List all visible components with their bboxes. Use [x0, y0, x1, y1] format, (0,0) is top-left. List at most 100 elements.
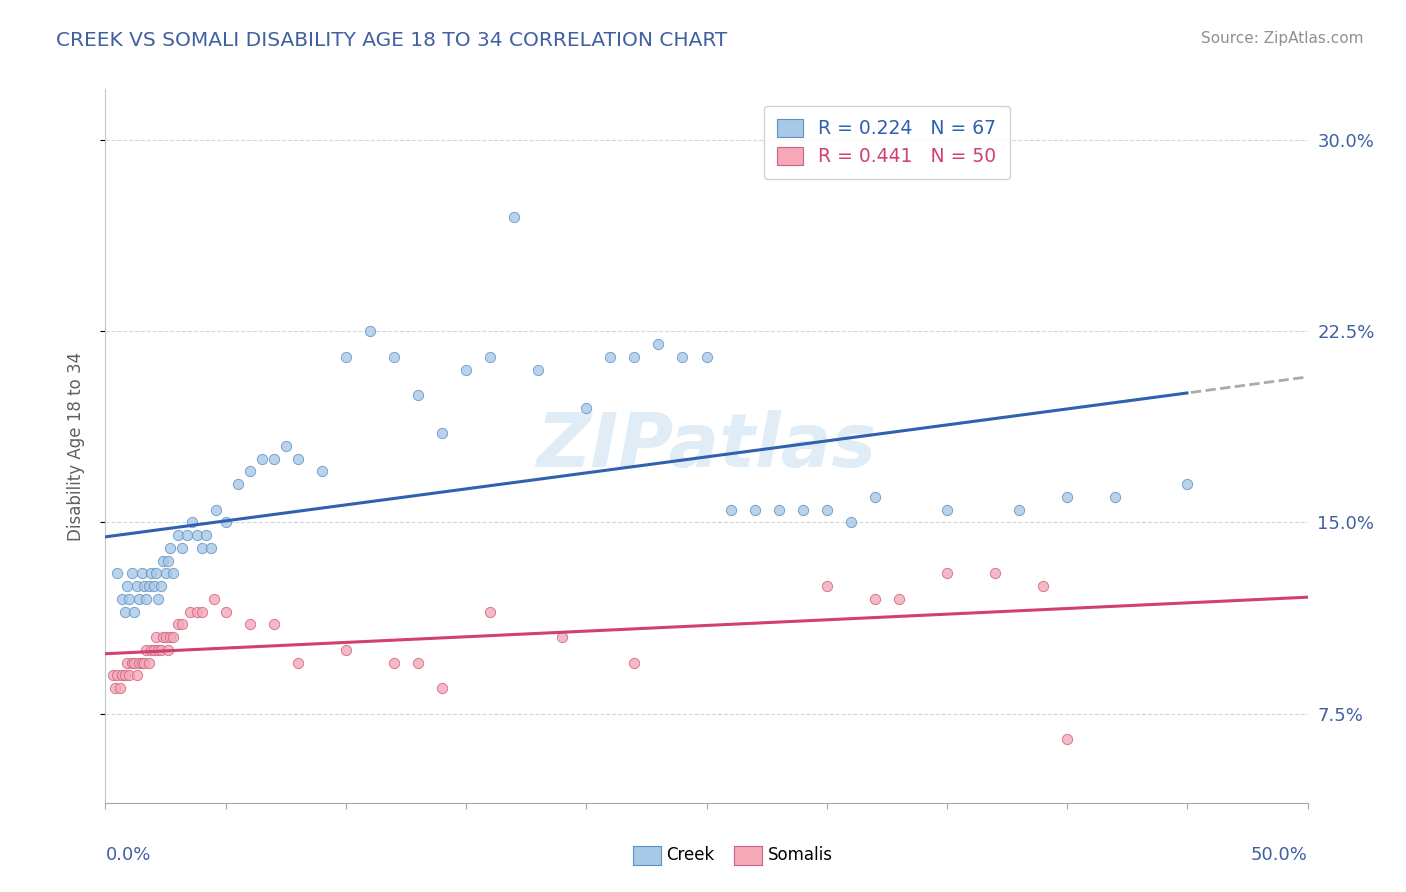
Text: Source: ZipAtlas.com: Source: ZipAtlas.com — [1201, 31, 1364, 46]
Point — [172, 617, 194, 632]
Point — [1032, 579, 1054, 593]
Point — [239, 465, 262, 479]
Text: Creek: Creek — [666, 847, 714, 864]
Point — [148, 643, 170, 657]
Point — [162, 566, 184, 581]
Point — [124, 605, 146, 619]
Point — [121, 656, 143, 670]
Point — [138, 656, 160, 670]
Point — [815, 579, 838, 593]
Point — [179, 605, 201, 619]
Point — [125, 668, 148, 682]
Point — [599, 350, 621, 364]
Point — [190, 541, 212, 555]
Point — [214, 605, 236, 619]
Point — [132, 656, 155, 670]
Point — [149, 643, 172, 657]
Point — [181, 516, 204, 530]
Point — [156, 554, 179, 568]
Point — [382, 350, 405, 364]
Point — [430, 681, 453, 695]
Point — [200, 541, 222, 555]
Point — [984, 566, 1007, 581]
Text: ZIPatlas: ZIPatlas — [537, 409, 876, 483]
Point — [454, 362, 477, 376]
Point — [195, 528, 218, 542]
Point — [647, 337, 669, 351]
Point — [263, 451, 285, 466]
Point — [382, 656, 405, 670]
Y-axis label: Disability Age 18 to 34: Disability Age 18 to 34 — [66, 351, 84, 541]
Point — [155, 566, 177, 581]
Point — [142, 643, 165, 657]
Point — [176, 528, 198, 542]
Point — [887, 591, 910, 606]
Point — [131, 566, 153, 581]
Point — [479, 350, 502, 364]
Point — [190, 605, 212, 619]
Point — [152, 554, 174, 568]
Point — [430, 426, 453, 441]
Point — [274, 439, 297, 453]
Point — [406, 388, 429, 402]
Point — [145, 630, 167, 644]
Text: CREEK VS SOMALI DISABILITY AGE 18 TO 34 CORRELATION CHART: CREEK VS SOMALI DISABILITY AGE 18 TO 34 … — [56, 31, 727, 50]
Point — [138, 579, 160, 593]
Point — [172, 541, 194, 555]
Point — [575, 401, 598, 415]
Point — [132, 579, 155, 593]
Point — [202, 591, 225, 606]
Point — [1008, 502, 1031, 516]
Point — [121, 566, 143, 581]
Point — [768, 502, 790, 516]
Point — [671, 350, 693, 364]
Point — [527, 362, 550, 376]
Point — [1056, 490, 1078, 504]
Point — [115, 656, 138, 670]
Point — [936, 502, 959, 516]
Point — [239, 617, 262, 632]
Point — [108, 681, 131, 695]
Point — [1175, 477, 1198, 491]
Point — [156, 643, 179, 657]
Point — [696, 350, 718, 364]
Point — [287, 451, 309, 466]
Point — [936, 566, 959, 581]
Point — [263, 617, 285, 632]
Point — [1104, 490, 1126, 504]
Point — [135, 643, 157, 657]
Point — [107, 668, 129, 682]
Point — [166, 617, 188, 632]
Point — [104, 681, 127, 695]
Point — [114, 605, 136, 619]
Point — [226, 477, 249, 491]
Point — [162, 630, 184, 644]
Point — [145, 566, 167, 581]
Point — [115, 579, 138, 593]
Point — [551, 630, 574, 644]
Point — [205, 502, 228, 516]
Point — [128, 656, 150, 670]
Point — [142, 579, 165, 593]
Point — [118, 591, 141, 606]
Point — [623, 656, 645, 670]
Legend: R = 0.224   N = 67, R = 0.441   N = 50: R = 0.224 N = 67, R = 0.441 N = 50 — [763, 106, 1010, 179]
Point — [186, 528, 208, 542]
Point — [815, 502, 838, 516]
Point — [623, 350, 645, 364]
Point — [720, 502, 742, 516]
Point — [744, 502, 766, 516]
Point — [149, 579, 172, 593]
Text: 0.0%: 0.0% — [105, 846, 150, 863]
Point — [503, 210, 526, 224]
Point — [128, 591, 150, 606]
Point — [111, 591, 134, 606]
Point — [131, 656, 153, 670]
Point — [125, 579, 148, 593]
Point — [159, 630, 181, 644]
Point — [287, 656, 309, 670]
Point — [124, 656, 146, 670]
Point — [250, 451, 273, 466]
Point — [839, 516, 862, 530]
Point — [118, 668, 141, 682]
